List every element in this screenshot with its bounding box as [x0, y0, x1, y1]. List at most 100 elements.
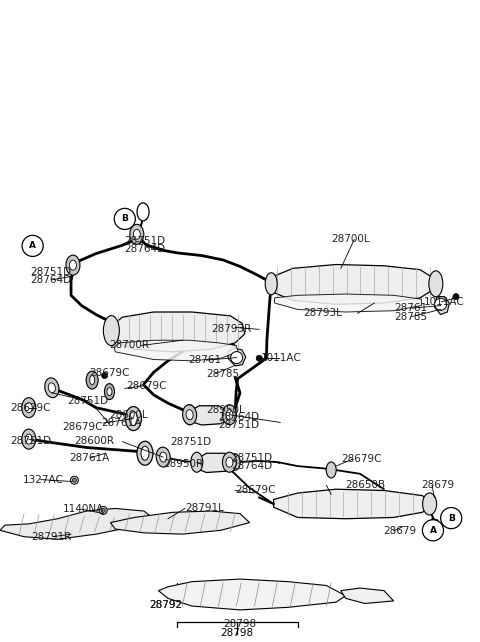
- Text: 28679C: 28679C: [62, 422, 103, 432]
- Circle shape: [22, 236, 43, 256]
- Ellipse shape: [422, 493, 437, 515]
- Text: 28791L: 28791L: [185, 503, 224, 514]
- Ellipse shape: [222, 404, 237, 425]
- Ellipse shape: [105, 384, 114, 399]
- Ellipse shape: [133, 229, 140, 239]
- Ellipse shape: [429, 271, 443, 297]
- Text: A: A: [430, 526, 436, 535]
- Ellipse shape: [22, 397, 36, 418]
- Text: 28798: 28798: [220, 628, 254, 638]
- Text: 28679C: 28679C: [89, 368, 129, 378]
- Ellipse shape: [125, 406, 142, 431]
- Polygon shape: [110, 511, 250, 534]
- Text: 28798: 28798: [223, 619, 257, 629]
- Text: 28751D: 28751D: [11, 436, 52, 446]
- Polygon shape: [428, 519, 439, 530]
- Text: 28764D: 28764D: [231, 461, 273, 471]
- Polygon shape: [274, 489, 432, 519]
- Text: 28700L: 28700L: [331, 234, 370, 245]
- Ellipse shape: [182, 404, 197, 425]
- Ellipse shape: [265, 273, 277, 295]
- Ellipse shape: [66, 255, 80, 275]
- Text: 28751D: 28751D: [124, 236, 165, 247]
- Polygon shape: [111, 312, 245, 352]
- Polygon shape: [197, 453, 235, 473]
- Circle shape: [441, 508, 462, 528]
- Text: 28751D: 28751D: [231, 453, 273, 464]
- Polygon shape: [0, 508, 154, 539]
- Ellipse shape: [137, 203, 149, 221]
- Text: A: A: [29, 241, 36, 250]
- Text: B: B: [121, 214, 128, 223]
- Text: 28761A: 28761A: [70, 453, 110, 463]
- Text: 1011AC: 1011AC: [423, 297, 464, 307]
- Text: 28791R: 28791R: [31, 532, 72, 542]
- Text: 28679C: 28679C: [235, 485, 276, 496]
- Ellipse shape: [25, 403, 32, 413]
- Text: 28600R: 28600R: [74, 436, 114, 446]
- Text: 28679: 28679: [383, 526, 416, 536]
- Text: 28792: 28792: [149, 600, 182, 610]
- Ellipse shape: [70, 260, 76, 270]
- Circle shape: [256, 355, 262, 361]
- Ellipse shape: [22, 429, 36, 449]
- Text: 28764D: 28764D: [124, 244, 165, 254]
- Text: 28785: 28785: [395, 311, 428, 322]
- Polygon shape: [341, 588, 394, 603]
- Ellipse shape: [230, 455, 240, 470]
- Ellipse shape: [48, 383, 55, 393]
- Ellipse shape: [137, 441, 153, 465]
- Ellipse shape: [156, 447, 170, 467]
- Polygon shape: [271, 265, 434, 304]
- Ellipse shape: [130, 224, 144, 245]
- Text: 28751D: 28751D: [170, 437, 212, 447]
- Circle shape: [71, 476, 78, 484]
- Text: 1011AC: 1011AC: [261, 353, 301, 363]
- Text: 28679C: 28679C: [341, 454, 381, 464]
- Ellipse shape: [186, 410, 193, 420]
- Text: 28950R: 28950R: [163, 458, 204, 469]
- Ellipse shape: [45, 378, 59, 397]
- Text: 1327AC: 1327AC: [23, 474, 64, 485]
- Ellipse shape: [141, 446, 149, 460]
- Text: 28650B: 28650B: [346, 480, 386, 490]
- Ellipse shape: [90, 376, 95, 385]
- Circle shape: [72, 478, 76, 482]
- Ellipse shape: [191, 452, 203, 473]
- Ellipse shape: [160, 452, 167, 462]
- Circle shape: [101, 508, 105, 512]
- Polygon shape: [114, 340, 238, 361]
- Ellipse shape: [103, 316, 120, 345]
- Text: 28600L: 28600L: [109, 410, 148, 420]
- Text: 28700R: 28700R: [109, 340, 149, 351]
- Circle shape: [99, 507, 107, 514]
- Ellipse shape: [107, 388, 112, 395]
- Ellipse shape: [86, 371, 98, 389]
- Text: 28679C: 28679C: [11, 403, 51, 413]
- Circle shape: [453, 293, 459, 300]
- Ellipse shape: [25, 434, 32, 444]
- Polygon shape: [190, 406, 229, 425]
- Text: 28764D: 28764D: [218, 412, 260, 422]
- Circle shape: [422, 520, 444, 541]
- Circle shape: [114, 209, 135, 229]
- Text: B: B: [448, 514, 455, 523]
- Text: 28761A: 28761A: [101, 418, 141, 428]
- Polygon shape: [158, 579, 346, 610]
- Polygon shape: [228, 348, 246, 366]
- Polygon shape: [434, 297, 449, 315]
- Text: 28761: 28761: [189, 355, 222, 365]
- Circle shape: [435, 299, 447, 310]
- Ellipse shape: [222, 452, 237, 473]
- Text: 28950L: 28950L: [206, 404, 245, 415]
- Text: 28785: 28785: [206, 369, 240, 379]
- Text: 28793L: 28793L: [303, 308, 342, 318]
- Text: 28764D: 28764D: [30, 275, 71, 285]
- Text: 28679C: 28679C: [126, 381, 166, 391]
- Ellipse shape: [130, 412, 137, 426]
- Circle shape: [230, 352, 242, 363]
- Ellipse shape: [326, 462, 336, 478]
- Text: 28751D: 28751D: [218, 420, 260, 430]
- Ellipse shape: [225, 407, 234, 422]
- Circle shape: [102, 372, 108, 379]
